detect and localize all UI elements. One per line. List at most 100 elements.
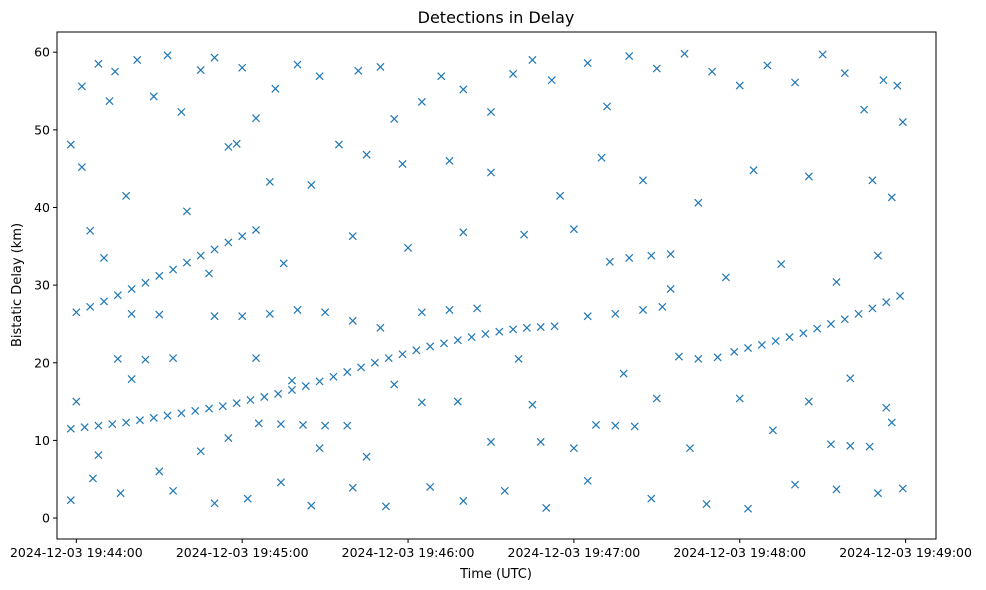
data-point: [694, 198, 703, 207]
data-point: [591, 420, 601, 429]
data-point: [348, 316, 357, 325]
data-point: [265, 177, 274, 186]
data-point: [251, 354, 261, 363]
data-point: [791, 480, 800, 489]
data-point: [652, 64, 661, 73]
data-point: [293, 60, 302, 69]
data-point: [66, 424, 75, 433]
data-point: [72, 308, 81, 317]
y-tick-label: 20: [34, 355, 50, 370]
data-point: [315, 377, 324, 386]
data-point: [141, 355, 150, 364]
data-point: [818, 50, 827, 59]
data-point: [556, 191, 565, 200]
data-point: [445, 156, 454, 165]
data-point: [362, 150, 371, 159]
data-point: [647, 251, 656, 260]
data-point: [135, 416, 144, 425]
data-point: [735, 81, 744, 90]
data-point: [80, 423, 89, 432]
data-point: [611, 421, 620, 430]
data-point: [169, 265, 178, 274]
data-point: [666, 284, 675, 294]
data-point: [376, 62, 385, 71]
data-point: [522, 323, 531, 332]
data-point: [246, 395, 255, 405]
data-point: [271, 84, 280, 93]
data-point: [307, 180, 316, 189]
data-point: [445, 305, 454, 314]
data-point: [276, 478, 285, 487]
data-point: [879, 76, 888, 85]
data-point: [799, 329, 808, 338]
data-point: [536, 437, 545, 446]
data-point: [274, 389, 283, 398]
data-point: [509, 69, 518, 78]
data-point: [404, 243, 413, 252]
data-point: [514, 354, 523, 363]
data-point: [99, 253, 109, 262]
data-point: [163, 411, 172, 420]
data-point: [370, 358, 379, 367]
data-point: [583, 312, 592, 321]
y-axis: 0 10 20 30 40 50 60: [34, 45, 57, 526]
data-point: [251, 225, 261, 235]
data-point: [224, 142, 233, 151]
data-point: [865, 442, 874, 451]
data-point: [569, 225, 578, 234]
y-tick-label: 0: [42, 511, 50, 526]
data-point: [238, 312, 247, 321]
data-point: [708, 67, 717, 76]
data-point: [749, 166, 758, 175]
y-tick-label: 30: [34, 278, 50, 293]
data-point: [417, 97, 426, 106]
data-point: [354, 66, 363, 75]
data-point: [860, 105, 869, 114]
data-point: [149, 92, 158, 101]
data-point: [88, 474, 97, 483]
data-point: [196, 251, 205, 260]
y-tick-label: 10: [34, 433, 50, 448]
data-point: [528, 55, 537, 64]
data-point: [735, 394, 744, 403]
data-point: [99, 297, 109, 306]
data-point: [177, 409, 186, 418]
data-point: [417, 308, 426, 317]
data-point: [486, 437, 495, 446]
y-tick-label: 40: [34, 200, 50, 215]
data-point: [343, 421, 352, 430]
data-point: [182, 207, 191, 216]
data-point: [481, 330, 490, 339]
data-point: [315, 444, 324, 453]
data-point: [307, 501, 316, 510]
data-point: [210, 53, 219, 62]
data-point: [804, 397, 813, 406]
data-point: [127, 284, 136, 294]
data-point: [329, 372, 338, 381]
data-point: [840, 69, 849, 78]
x-tick-label: 2024-12-03 19:47:00: [508, 545, 641, 560]
data-point: [898, 484, 907, 493]
data-point: [232, 399, 241, 408]
data-point: [113, 291, 122, 300]
data-point: [680, 49, 689, 58]
data-point: [713, 353, 722, 362]
y-tick-label: 50: [34, 122, 50, 137]
data-point: [191, 406, 200, 415]
data-point: [155, 310, 164, 319]
data-point: [777, 260, 786, 269]
data-point: [882, 298, 891, 307]
data-point: [287, 385, 296, 394]
data-point: [666, 250, 675, 259]
data-point: [77, 82, 86, 91]
data-point: [210, 245, 219, 254]
data-point: [453, 336, 462, 345]
data-point: [813, 324, 822, 333]
data-point: [149, 413, 158, 422]
data-point: [495, 327, 504, 336]
data-point: [265, 309, 274, 318]
data-point: [625, 52, 634, 61]
marks-layer: [66, 49, 907, 513]
y-tick-label: 60: [34, 45, 50, 60]
